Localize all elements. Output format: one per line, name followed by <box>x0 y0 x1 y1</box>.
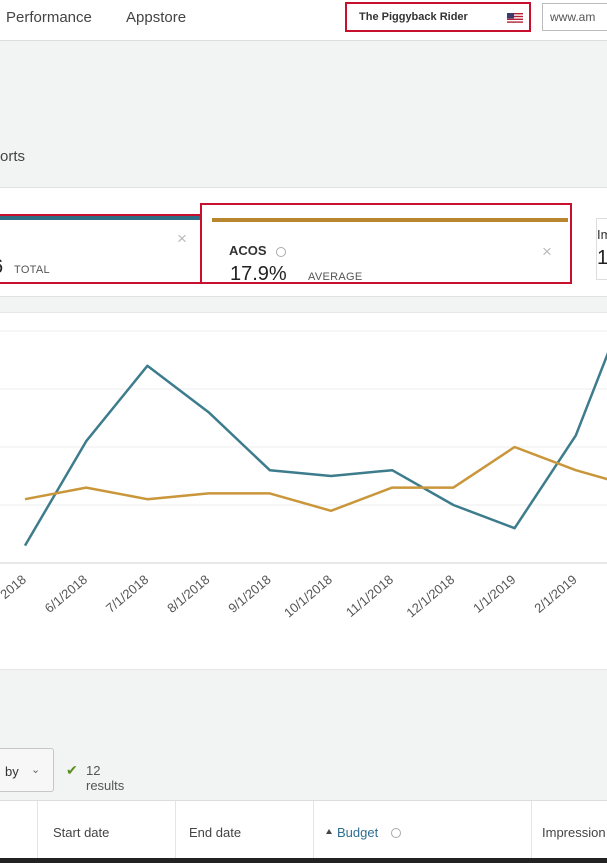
x-tick-label: 6/1/2018 <box>42 572 90 616</box>
column-label: End date <box>189 825 242 840</box>
table-header: Start date End date Budget Impression <box>0 800 607 861</box>
bottom-strip <box>0 858 607 863</box>
x-tick-label: 11/1/2018 <box>343 572 396 620</box>
results-count: 12 results <box>86 763 125 793</box>
metric-sublabel: TOTAL <box>14 264 50 276</box>
metric-card-impressions[interactable]: Im 1 <box>596 218 607 280</box>
acos-sublabel: AVERAGE <box>308 271 363 283</box>
impressions-label: Im <box>597 227 607 242</box>
metric-value: 6 <box>0 256 4 279</box>
x-tick-label: 7/1/2018 <box>103 572 151 616</box>
x-tick-label: 2/1/2019 <box>531 572 579 616</box>
url-text: www.am <box>550 10 596 24</box>
column-start-date[interactable]: Start date <box>37 801 175 861</box>
acos-value: 17.9% <box>230 263 287 285</box>
close-icon[interactable]: × <box>177 229 187 248</box>
column-label: Budget <box>337 825 379 840</box>
metric-accent-line <box>0 216 200 220</box>
performance-chart: 2018 6/1/2018 7/1/2018 8/1/2018 9/1/2018 10/1… <box>0 312 607 670</box>
impressions-value: 1 <box>597 247 607 269</box>
sort-dropdown[interactable]: by ⌄ <box>0 748 54 792</box>
url-input[interactable]: www.am <box>542 3 607 31</box>
check-icon: ✔ <box>66 762 78 778</box>
top-nav-bar: Performance Appstore The Piggyback Rider… <box>0 0 607 41</box>
x-tick-label: 12/1/2018 <box>403 572 457 621</box>
section-title: orts <box>0 148 26 165</box>
chevron-down-icon: ⌄ <box>31 764 41 776</box>
column-label: Start date <box>53 825 110 840</box>
column-end-date[interactable]: End date <box>175 801 313 861</box>
sort-label: by <box>5 764 19 779</box>
acos-label: ACOS <box>229 243 267 258</box>
metric-card-left[interactable]: × 6 TOTAL <box>0 214 202 284</box>
column-select <box>0 801 37 861</box>
x-tick-label: 8/1/2018 <box>164 572 212 616</box>
nav-appstore[interactable]: Appstore <box>126 9 187 26</box>
line-chart: 2018 6/1/2018 7/1/2018 8/1/2018 9/1/2018 10/1… <box>0 330 607 621</box>
column-budget[interactable]: Budget <box>313 801 531 861</box>
metrics-bar: × 6 TOTAL ACOS × 17.9% AVERAGE Im 1 <box>0 187 607 297</box>
metric-card-acos[interactable]: ACOS × 17.9% AVERAGE <box>200 203 572 285</box>
nav-performance[interactable]: Performance <box>6 9 92 26</box>
sort-ascending-icon <box>326 829 332 834</box>
x-tick-label: 2018 <box>0 572 29 602</box>
store-selector[interactable]: The Piggyback Rider <box>345 2 531 32</box>
x-tick-label: 10/1/2018 <box>281 572 335 621</box>
column-label: Impression <box>542 825 606 840</box>
info-icon[interactable] <box>276 247 286 257</box>
us-flag-icon <box>507 13 523 23</box>
info-icon[interactable] <box>391 828 401 838</box>
store-name: The Piggyback Rider <box>359 11 468 23</box>
column-impressions[interactable]: Impression <box>531 801 607 861</box>
metric-accent-line <box>212 218 568 222</box>
close-icon[interactable]: × <box>542 242 552 261</box>
x-tick-label: 1/1/2019 <box>470 572 518 616</box>
x-tick-label: 9/1/2018 <box>225 572 273 616</box>
series-line-2 <box>24 445 607 513</box>
series-line-1 <box>23 352 607 547</box>
